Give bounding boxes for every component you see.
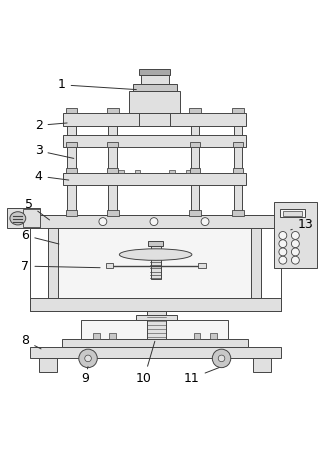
Text: 1: 1 xyxy=(58,78,136,91)
Circle shape xyxy=(291,232,299,239)
Bar xyxy=(30,347,281,358)
Circle shape xyxy=(291,256,299,264)
Bar xyxy=(48,228,58,298)
Bar xyxy=(232,210,244,216)
Bar xyxy=(106,263,113,269)
Circle shape xyxy=(279,248,287,256)
Bar xyxy=(107,210,119,216)
Bar xyxy=(63,173,246,185)
Circle shape xyxy=(279,256,287,264)
Bar xyxy=(62,338,248,347)
Circle shape xyxy=(150,218,158,225)
Bar xyxy=(194,333,200,338)
Text: 11: 11 xyxy=(184,368,219,385)
Bar xyxy=(129,91,180,113)
Bar xyxy=(233,142,243,147)
Circle shape xyxy=(99,218,107,225)
Text: 7: 7 xyxy=(22,260,100,273)
Ellipse shape xyxy=(119,249,192,260)
Bar xyxy=(81,320,228,338)
Bar xyxy=(274,202,317,268)
Text: 5: 5 xyxy=(25,198,50,220)
Bar xyxy=(30,298,281,311)
Bar xyxy=(232,108,244,113)
Bar xyxy=(67,116,76,215)
Bar xyxy=(148,241,163,246)
Bar xyxy=(7,208,40,228)
Bar xyxy=(151,244,161,279)
Bar xyxy=(169,169,175,173)
Bar xyxy=(251,228,261,298)
Text: 13: 13 xyxy=(291,219,313,232)
Bar xyxy=(135,169,140,173)
Circle shape xyxy=(291,240,299,248)
Bar xyxy=(233,168,243,173)
Bar xyxy=(118,169,124,173)
Bar xyxy=(280,209,305,217)
Text: 2: 2 xyxy=(35,119,67,132)
Text: 10: 10 xyxy=(136,341,155,385)
Circle shape xyxy=(279,232,287,239)
Bar xyxy=(39,358,57,372)
Text: 6: 6 xyxy=(22,229,59,244)
Circle shape xyxy=(218,355,225,362)
Circle shape xyxy=(85,355,91,362)
Text: 9: 9 xyxy=(81,367,89,385)
Bar xyxy=(30,215,281,228)
Text: 8: 8 xyxy=(22,334,41,349)
Bar xyxy=(141,75,169,84)
Bar xyxy=(283,211,302,216)
Bar xyxy=(63,113,246,126)
Bar xyxy=(190,142,201,147)
Bar xyxy=(66,210,77,216)
Bar xyxy=(66,108,77,113)
Bar xyxy=(30,215,281,311)
Bar xyxy=(147,311,166,338)
Bar xyxy=(48,228,261,298)
Bar xyxy=(199,263,206,269)
Ellipse shape xyxy=(10,212,26,225)
Text: 3: 3 xyxy=(35,144,74,158)
Bar xyxy=(66,168,77,173)
Bar xyxy=(63,135,246,147)
Bar xyxy=(132,84,177,91)
Circle shape xyxy=(212,349,231,368)
Bar xyxy=(139,69,170,75)
Bar xyxy=(186,169,191,173)
Bar xyxy=(190,168,201,173)
Bar xyxy=(23,209,40,227)
Bar xyxy=(136,314,177,320)
Bar xyxy=(139,113,170,126)
Bar xyxy=(189,210,201,216)
Bar xyxy=(66,142,77,147)
Bar xyxy=(189,108,201,113)
Bar xyxy=(253,358,271,372)
Circle shape xyxy=(79,349,97,368)
Bar xyxy=(109,116,117,215)
Circle shape xyxy=(201,218,209,225)
Bar xyxy=(234,116,242,215)
Bar xyxy=(93,333,100,338)
Bar xyxy=(191,116,200,215)
Bar xyxy=(110,333,116,338)
Circle shape xyxy=(279,240,287,248)
Bar xyxy=(108,142,118,147)
Bar xyxy=(210,333,216,338)
Text: 4: 4 xyxy=(35,169,69,182)
Bar xyxy=(107,108,119,113)
Circle shape xyxy=(291,248,299,256)
Bar xyxy=(108,168,118,173)
